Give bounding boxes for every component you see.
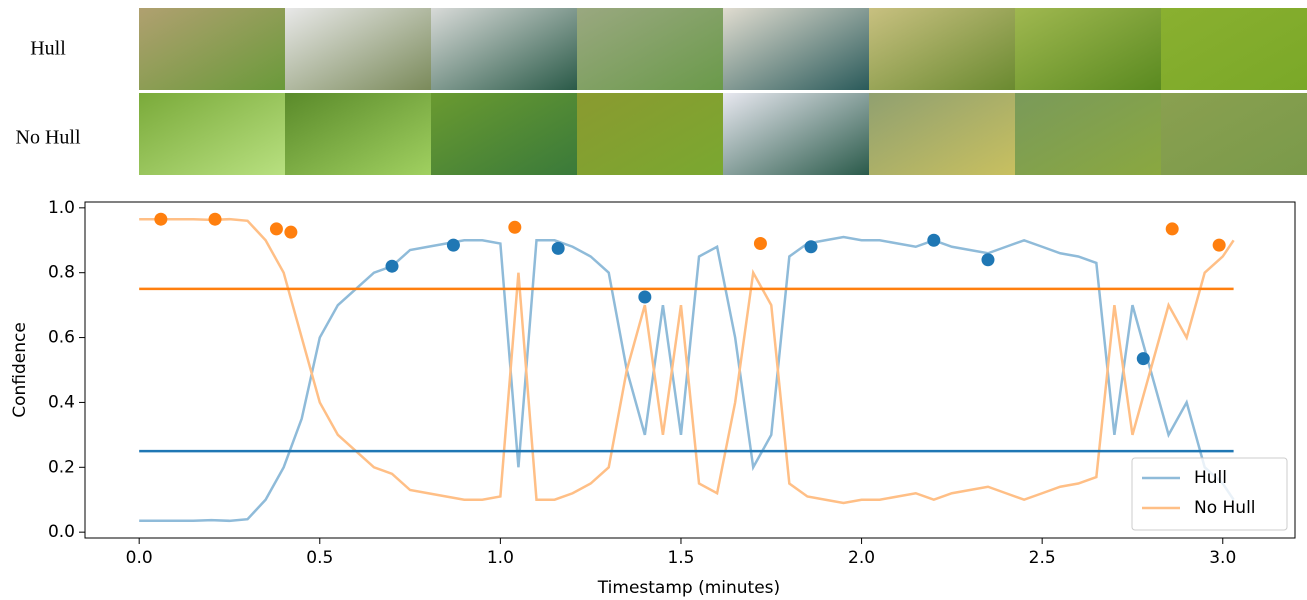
y-axis-label: Confidence	[10, 322, 30, 418]
x-tick-label: 3.0	[1209, 548, 1236, 568]
x-axis-label: Timestamp (minutes)	[597, 578, 780, 598]
marker	[753, 237, 767, 251]
row-label: Hull	[30, 38, 66, 60]
y-tick-label: 1.0	[48, 198, 75, 218]
y-tick-label: 0.4	[48, 392, 75, 412]
legend-label: Hull	[1194, 468, 1227, 488]
marker	[385, 259, 399, 273]
image-tile	[577, 93, 723, 175]
legend-box	[1131, 457, 1288, 531]
marker	[981, 253, 995, 267]
x-tick-label: 1.5	[667, 548, 694, 568]
x-tick-label: 0.5	[306, 548, 333, 568]
image-tile	[285, 93, 431, 175]
marker	[551, 241, 565, 255]
marker	[508, 220, 522, 234]
marker	[208, 212, 222, 226]
x-tick-label: 2.5	[1029, 548, 1056, 568]
image-tile	[1161, 93, 1307, 175]
y-tick-label: 0.2	[48, 457, 75, 477]
image-tile	[577, 8, 723, 90]
plot-frame	[84, 201, 1296, 539]
marker	[154, 212, 168, 226]
series-line	[139, 235, 1235, 523]
image-tile	[1015, 8, 1161, 90]
image-tile	[723, 93, 869, 175]
y-tick-label: 0.8	[48, 263, 75, 283]
marker	[1212, 238, 1226, 252]
marker	[1136, 352, 1150, 366]
x-tick-label: 0.0	[126, 548, 153, 568]
image-tile	[139, 93, 285, 175]
image-tile	[723, 8, 869, 90]
legend-label: No Hull	[1194, 498, 1256, 518]
image-tile	[1015, 93, 1161, 175]
marker	[284, 225, 298, 239]
image-tile	[869, 93, 1015, 175]
image-tile	[431, 8, 577, 90]
marker	[804, 240, 818, 254]
x-tick-label: 1.0	[487, 548, 514, 568]
marker	[446, 238, 460, 252]
row-label: No Hull	[16, 127, 81, 149]
y-tick-label: 0.0	[48, 522, 75, 542]
image-tile	[431, 93, 577, 175]
image-strip	[139, 8, 1307, 175]
marker	[269, 222, 283, 236]
marker	[1165, 222, 1179, 236]
marker	[638, 290, 652, 304]
image-tile	[869, 8, 1015, 90]
image-tile	[139, 8, 285, 90]
marker	[927, 233, 941, 247]
x-tick-label: 2.0	[848, 548, 875, 568]
series-line	[139, 217, 1235, 505]
image-tile	[285, 8, 431, 90]
image-tile	[1161, 8, 1307, 90]
y-tick-label: 0.6	[48, 328, 75, 348]
